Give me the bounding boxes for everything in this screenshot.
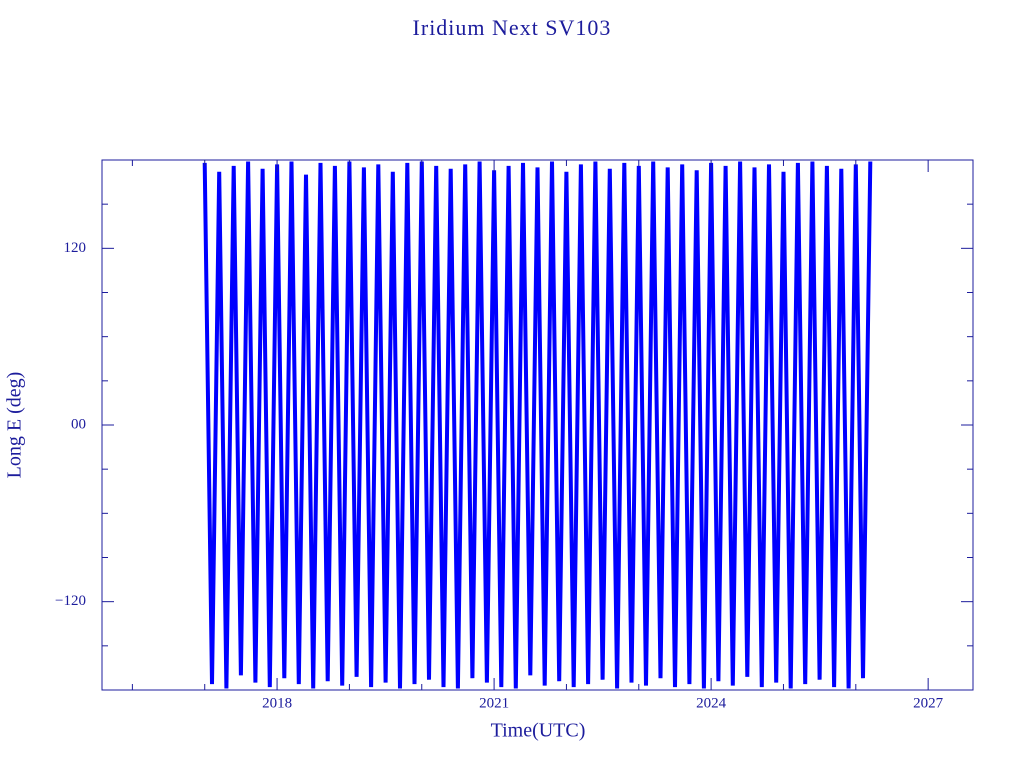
x-axis-label: Time(UTC) [491, 720, 586, 742]
x-tick-label: 2018 [262, 695, 292, 711]
x-tick-label: 2021 [479, 695, 509, 711]
y-tick-label: 120 [64, 240, 87, 256]
x-tick-label: 2027 [913, 695, 944, 711]
y-axis-label: Long E (deg) [4, 372, 26, 479]
y-tick-label: −120 [55, 593, 86, 609]
y-tick-label: 00 [71, 416, 86, 432]
x-tick-label: 2024 [696, 695, 727, 711]
data-line [202, 161, 873, 689]
chart-title: Iridium Next SV103 [413, 15, 612, 40]
